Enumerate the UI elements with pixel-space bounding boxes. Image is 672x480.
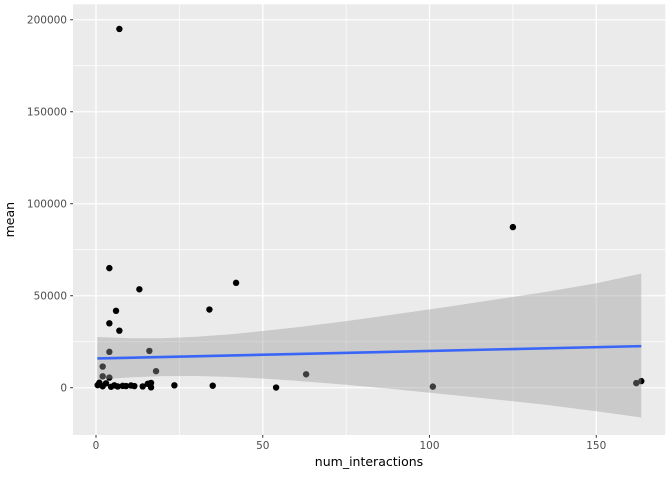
scatter-point: [147, 379, 155, 387]
scatter-point: [102, 380, 110, 387]
y-axis-tick-marks: [70, 19, 73, 389]
y-axis-tick-label: 50000: [34, 290, 67, 302]
confidence-ribbon: [97, 273, 642, 418]
scatter-point: [209, 382, 216, 389]
minor-gridlines: [73, 4, 666, 435]
scatter-point: [146, 347, 153, 355]
scatter-point: [429, 383, 437, 390]
scatter-point: [633, 379, 640, 387]
scatter-point: [139, 383, 146, 390]
scatter-point: [114, 383, 121, 390]
plot-panel: [73, 4, 666, 436]
scatter-point: [638, 377, 645, 385]
scatter-point: [106, 348, 113, 356]
scatter-point: [116, 25, 123, 33]
scatter-points: [94, 25, 645, 391]
scatter-point: [106, 320, 113, 327]
x-axis-tick-labels: 0 50 100 150: [93, 440, 607, 452]
scatter-point: [99, 373, 106, 380]
x-axis-tick-label: 100: [419, 440, 439, 452]
scatter-point: [152, 367, 160, 375]
x-axis-tick-marks: [95, 435, 597, 438]
scatter-point: [302, 371, 310, 378]
x-axis-tick-label: 150: [586, 440, 606, 452]
scatter-point: [112, 307, 120, 315]
scatter-point: [131, 382, 138, 390]
scatter-point: [106, 374, 113, 381]
scatter-point: [171, 382, 178, 389]
scatter-point: [206, 306, 213, 313]
scatter-point: [136, 286, 143, 293]
x-axis-tick-label: 50: [256, 440, 269, 452]
scatter-point: [106, 264, 113, 272]
y-axis-title: mean: [2, 202, 17, 237]
scatter-point: [99, 363, 106, 370]
x-axis-title: num_interactions: [315, 454, 423, 469]
y-axis-tick-label: 0: [60, 382, 67, 394]
y-axis-tick-label: 150000: [27, 106, 67, 118]
y-axis-tick-labels: 0 50000 100000 150000 200000: [27, 14, 67, 394]
scatter-point: [116, 327, 123, 334]
scatter-point: [232, 279, 240, 287]
trend-line: [97, 344, 642, 360]
x-axis-tick-label: 0: [93, 440, 100, 452]
major-gridlines: [73, 4, 666, 435]
scatter-point: [147, 384, 155, 391]
y-axis-tick-label: 100000: [27, 198, 67, 210]
scatter-point: [272, 384, 280, 391]
scatter-point: [509, 223, 517, 231]
y-axis-tick-label: 200000: [27, 14, 67, 26]
scatter-point: [122, 382, 130, 390]
